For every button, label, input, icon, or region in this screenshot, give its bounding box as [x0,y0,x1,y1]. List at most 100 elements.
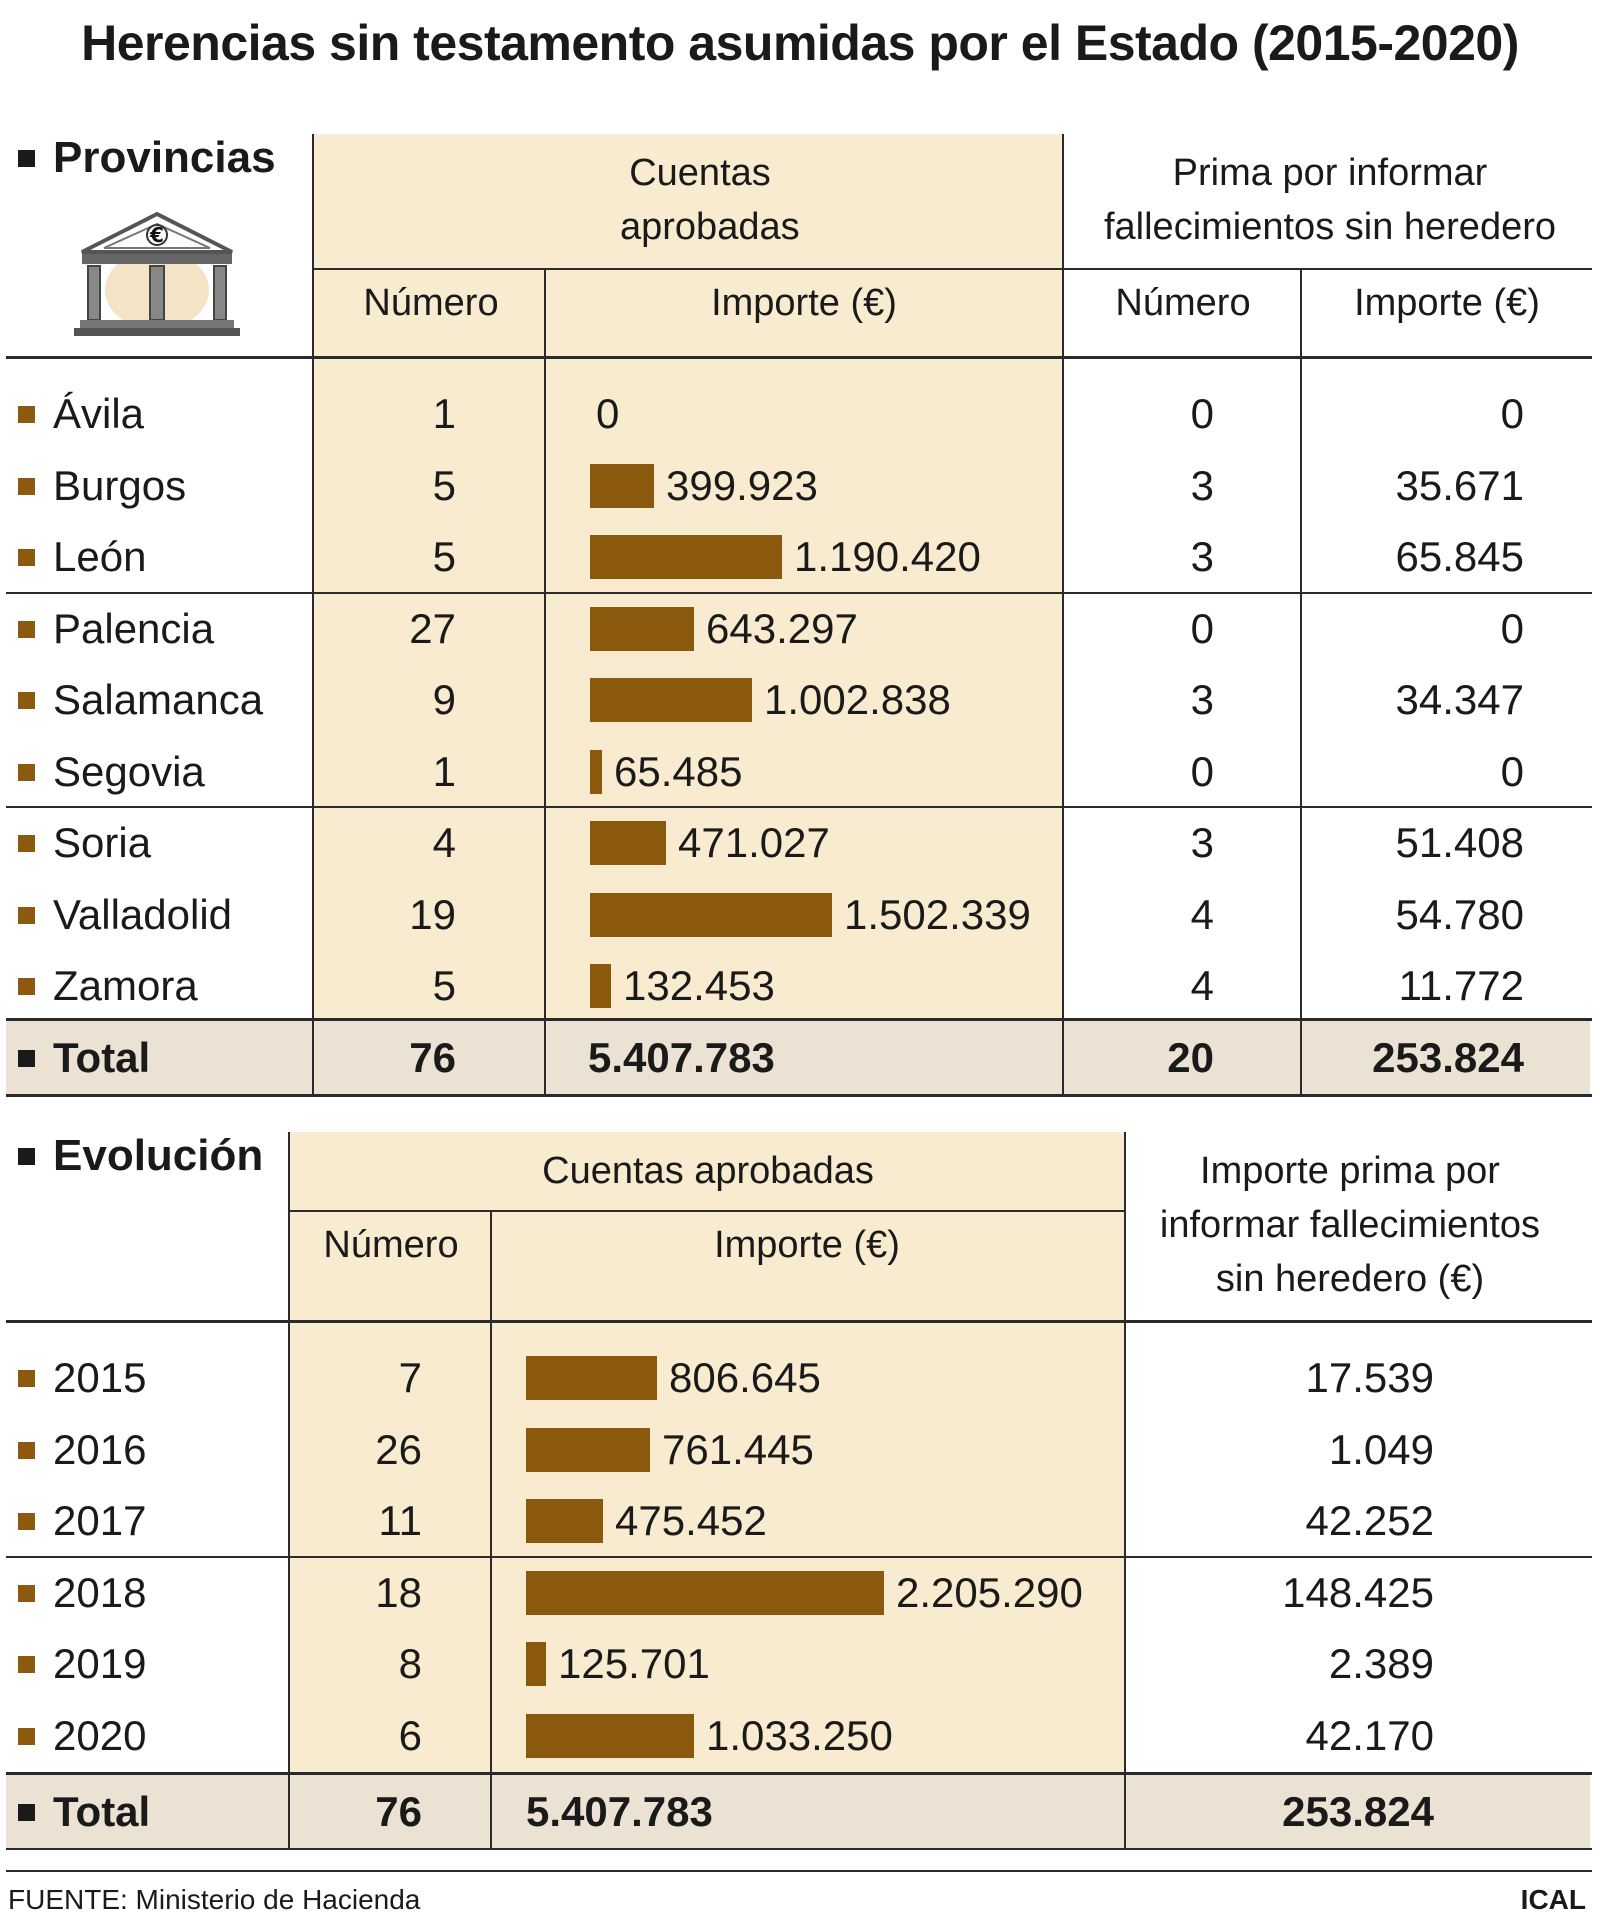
bullet-square [18,1369,35,1387]
year-name: 2015 [53,1354,147,1401]
provincia-numero: 19 [409,891,456,938]
importe-bar [590,464,654,508]
year-numero: 11 [378,1497,422,1544]
evolucion-section-label: Evolución [18,1128,263,1184]
year-prima: 17.539 [1305,1354,1434,1401]
evolucion-total-importe: 5.407.783 [526,1788,713,1835]
year-prima: 1.049 [1328,1426,1434,1473]
provincia-label: Ávila [18,378,144,450]
page-title: Herencias sin testamento asumidas por el… [81,15,1519,71]
year-prima: 148.425 [1282,1569,1434,1616]
provincia-label: Palencia [18,593,214,665]
bullet-square [18,1655,35,1673]
divider [288,1132,290,1850]
divider [6,1094,1592,1097]
prima-importe: 35.671 [1395,462,1524,509]
provincia-name: Ávila [53,390,145,437]
provincia-name: Salamanca [53,676,264,723]
provincias-col-prima-importe: Importe (€) [1354,282,1540,324]
bullet-square [18,834,35,852]
provincia-numero: 5 [432,962,456,1009]
evolucion-col-importe: Importe (€) [714,1224,900,1266]
importe-bar [590,535,782,579]
year-label: 2016 [18,1414,146,1486]
prima-importe: 0 [1500,390,1524,437]
divider [312,134,314,1096]
bank-euro-icon: € [74,211,240,336]
prima-numero: 3 [1190,533,1214,580]
importe-value: 132.453 [623,962,775,1009]
bullet-square [18,691,35,709]
importe-value: 399.923 [666,462,818,509]
provincia-numero: 9 [432,676,456,723]
footer-divider [6,1870,1592,1872]
provincia-name: Soria [53,819,152,866]
divider [6,356,1592,359]
year-importe-bar [526,1571,884,1615]
importe-value: 1.502.339 [844,891,1031,938]
year-importe-value: 1.033.250 [706,1712,893,1759]
bullet-square [18,906,35,924]
evolucion-col-numero: Número [323,1224,459,1266]
evolucion-total-prima: 253.824 [1282,1788,1434,1835]
provincia-name: Segovia [53,748,205,795]
year-importe-bar [526,1356,657,1400]
year-name: 2016 [53,1426,147,1473]
evolucion-cuentas-band [290,1132,1124,1772]
prima-numero: 3 [1190,819,1214,866]
year-label: 2020 [18,1700,146,1772]
bullet-square [18,620,35,638]
year-importe-bar [526,1714,694,1758]
year-importe-bar [526,1428,650,1472]
divider [314,268,1592,270]
importe-value: 471.027 [678,819,830,866]
provincia-name: Zamora [53,962,198,1009]
svg-text:€: € [149,223,164,247]
divider [544,268,546,1096]
importe-value: 0 [596,390,620,437]
year-label: 2017 [18,1485,146,1557]
prima-importe: 11.772 [1398,962,1524,1009]
prima-numero: 3 [1190,676,1214,723]
provincia-numero: 5 [432,533,456,580]
importe-value: 643.297 [706,605,858,652]
importe-bar [590,893,832,937]
provincia-numero: 4 [432,819,456,866]
year-name: 2020 [53,1712,147,1759]
provincias-col-prima-numero: Número [1115,282,1251,324]
year-name: 2019 [53,1640,147,1687]
provincias-total-num: 76 [409,1034,456,1081]
evolucion-group-cuentas: Cuentas aprobadas [542,1150,874,1192]
divider [6,1848,1592,1850]
provincia-name: Valladolid [53,891,233,938]
year-label: 2018 [18,1557,146,1629]
divider [6,1556,1592,1558]
evolucion-total-band [6,1774,1590,1850]
year-importe-value: 125.701 [558,1640,710,1687]
provincias-total-prima-importe: 253.824 [1372,1034,1524,1081]
year-prima: 2.389 [1328,1640,1434,1687]
source-note: FUENTE: Ministerio de Hacienda [8,1884,421,1915]
importe-value: 1.190.420 [794,533,981,580]
year-importe-value: 475.452 [615,1497,767,1544]
year-importe-value: 806.645 [669,1354,821,1401]
provincia-name: León [53,533,147,580]
provincia-label: Segovia [18,736,205,808]
provincia-numero: 27 [409,605,456,652]
provincias-group-cuentas: Cuentas aprobadas [620,152,800,248]
provincia-label: Salamanca [18,664,263,736]
provincia-numero: 5 [432,462,456,509]
importe-bar [590,964,611,1008]
divider [6,1772,1592,1775]
prima-importe: 65.845 [1395,533,1524,580]
divider [6,1320,1592,1323]
prima-numero: 3 [1190,462,1214,509]
prima-numero: 0 [1190,605,1214,652]
bullet-square [18,1512,35,1530]
importe-bar [590,750,602,794]
prima-importe: 0 [1500,748,1524,795]
provincias-col-numero: Número [363,282,499,324]
year-label: 2015 [18,1342,146,1414]
year-importe-value: 2.205.290 [896,1569,1083,1616]
prima-numero: 4 [1190,891,1214,938]
